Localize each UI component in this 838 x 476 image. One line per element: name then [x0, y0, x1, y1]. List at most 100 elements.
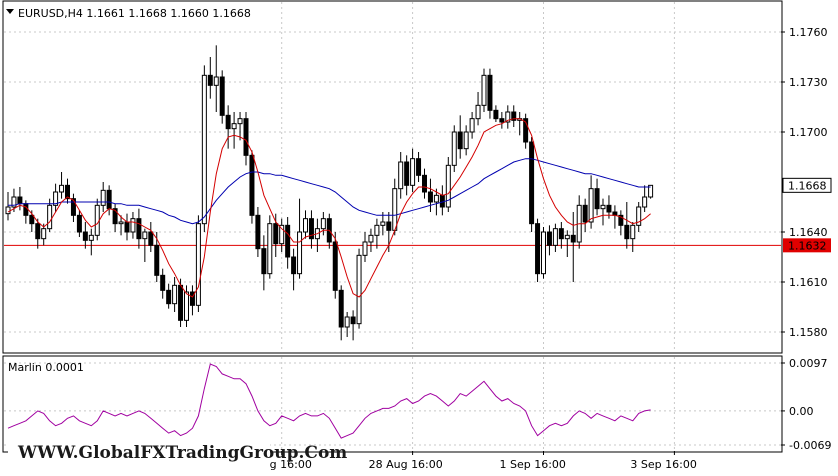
candle-bull	[410, 158, 416, 186]
candle-bear	[189, 291, 195, 306]
candle-bull	[303, 218, 308, 233]
candle-bull	[368, 234, 374, 243]
candle-bull	[374, 224, 380, 236]
candle-bull	[142, 231, 148, 240]
candle-bear	[166, 289, 172, 305]
candle-bull	[445, 164, 451, 208]
candle-bear	[523, 118, 529, 143]
candle-bear	[255, 214, 261, 250]
osc-tick-label: 0.00	[789, 405, 814, 418]
candle-bear	[82, 231, 88, 241]
candle-bear	[65, 184, 70, 200]
candle-bull	[94, 204, 100, 236]
indicator-label: Marlin 0.0001	[8, 361, 84, 374]
candle-bear	[332, 241, 338, 291]
candle-bull	[588, 188, 594, 223]
candle-bull	[100, 189, 106, 206]
candle-bull	[636, 206, 642, 226]
candle-bear	[338, 289, 344, 328]
price-tick-label: 1.1610	[789, 276, 828, 289]
candle-bear	[487, 74, 493, 111]
collapse-triangle-icon[interactable]	[6, 9, 14, 14]
candle-bull	[172, 284, 178, 305]
candle-bear	[386, 221, 392, 231]
candle-bear	[416, 158, 422, 176]
candle-bull	[53, 191, 59, 206]
price-badges: 1.1668 1.1632	[782, 177, 832, 253]
candle-bull	[184, 291, 189, 321]
candle-bear	[23, 203, 29, 216]
candle-bear	[618, 214, 624, 226]
oscillator-line-group	[7, 363, 651, 439]
candle-bull	[297, 231, 303, 275]
candle-bull	[648, 184, 654, 198]
candle-bull	[463, 131, 469, 150]
candle-bear	[70, 198, 76, 216]
candle-bull	[481, 74, 487, 106]
candle-bull	[118, 221, 124, 225]
time-tick-label: 1 Sep 16:00	[500, 458, 566, 471]
candle-bear	[493, 109, 499, 120]
candle-bull	[47, 204, 53, 230]
candle-bull	[552, 228, 558, 246]
candle-bear	[350, 316, 356, 325]
candle-bear	[219, 76, 225, 116]
candle-bear	[261, 248, 267, 275]
candle-bear	[422, 174, 427, 193]
candle-bull	[469, 118, 475, 133]
candle-bear	[112, 208, 118, 225]
candle-bear	[29, 214, 35, 225]
candle-bear	[570, 234, 576, 243]
candle-bull	[279, 224, 285, 245]
osc-tick-label: -0.0069	[789, 439, 831, 452]
candle-bull	[201, 74, 207, 225]
candle-bear	[606, 204, 612, 213]
candle-bear	[154, 244, 160, 276]
watermark-box	[8, 440, 270, 468]
price-tick-label: 1.1580	[789, 326, 828, 339]
price-tick-label: 1.1730	[789, 76, 828, 89]
candle-bear	[207, 74, 213, 86]
candle-bear	[106, 189, 112, 210]
time-tick-label: 3 Sep 16:00	[630, 458, 696, 471]
time-tick-label: 28 Aug 16:00	[369, 458, 443, 471]
candle-bear	[225, 114, 231, 130]
candle-bull	[41, 228, 47, 240]
candle-bear	[427, 191, 433, 203]
candle-bull	[392, 188, 398, 231]
candle-bear	[594, 188, 600, 210]
candle-bull	[88, 234, 94, 241]
line-price-label: 1.1632	[788, 239, 827, 252]
oscillator-axis: 0.0097 0.00 -0.0069	[781, 357, 831, 452]
candle-bull	[630, 224, 636, 240]
candle-bear	[499, 118, 505, 123]
candle-bull	[475, 104, 481, 120]
candle-bull	[195, 223, 201, 306]
main-panel-border	[2, 0, 783, 354]
candle-bear	[17, 196, 23, 205]
current-price-badge	[782, 177, 832, 193]
candle-bull	[564, 234, 570, 240]
candle-bull	[231, 123, 237, 130]
price-tick-label: 1.1700	[789, 126, 828, 139]
candle-bear	[243, 118, 249, 156]
candle-bear	[273, 223, 279, 245]
marlin-oscillator-line	[7, 363, 651, 439]
candle-bear	[136, 218, 142, 240]
candle-bear	[148, 231, 154, 246]
candle-bear	[511, 111, 517, 121]
candle-bull	[320, 218, 326, 230]
candle-bear	[535, 223, 541, 275]
candle-bull	[356, 254, 362, 325]
candle-bull	[380, 221, 386, 226]
candle-bull	[5, 206, 11, 215]
candle-bear	[124, 221, 130, 233]
candle-bull	[237, 118, 243, 125]
price-tick-label: 1.1760	[789, 26, 828, 39]
current-price-label: 1.1668	[788, 179, 827, 192]
moving-averages	[7, 118, 651, 298]
price-axis: 1.1760 1.1730 1.1700 1.1640 1.1610 1.1580	[781, 26, 828, 339]
watermark-text: WWW.GlobalFXTradingGroup.Com	[17, 443, 347, 463]
candle-bear	[291, 256, 297, 275]
